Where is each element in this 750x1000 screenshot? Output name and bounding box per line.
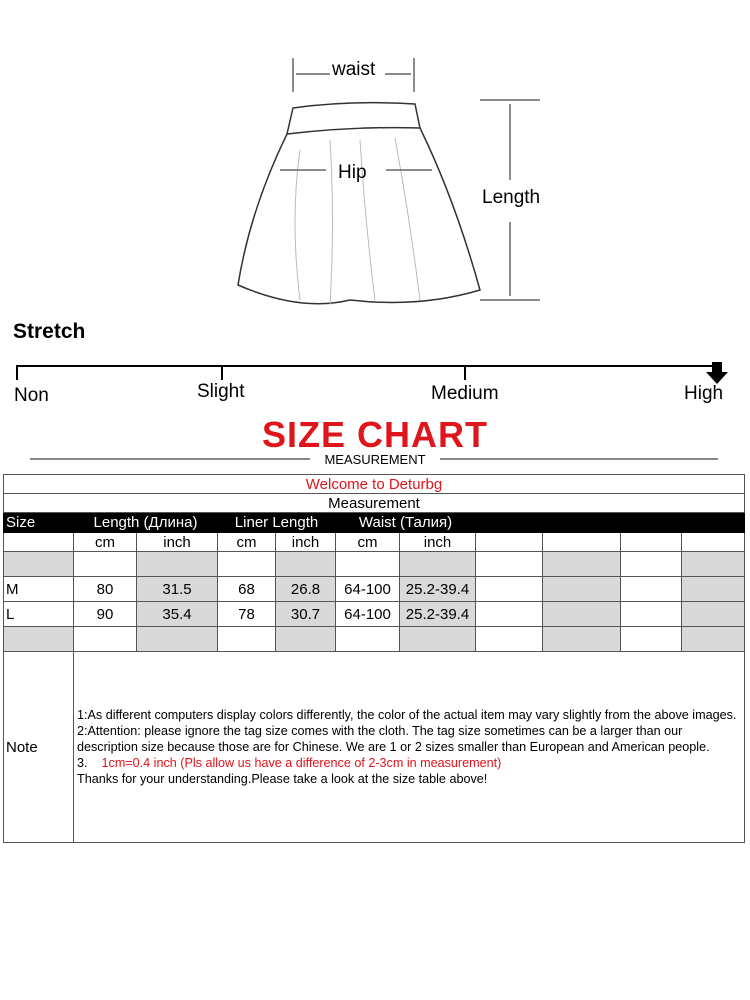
cell xyxy=(335,551,400,577)
cell xyxy=(136,551,218,577)
cell xyxy=(542,601,621,627)
table-row-empty xyxy=(3,626,745,652)
hip-label: Hip xyxy=(338,162,367,183)
table-row-empty xyxy=(3,551,745,577)
note-3-conversion: 1cm=0.4 inch (Pls allow us have a differ… xyxy=(101,756,502,770)
value-cell: 64-100 xyxy=(335,601,400,627)
header-size: Size xyxy=(3,512,74,533)
note-row: Note 1:As different computers display co… xyxy=(3,651,745,843)
tick-medium xyxy=(464,366,466,380)
header-row: Size Length (Длина) Liner Length Waist (… xyxy=(3,512,745,533)
cell xyxy=(275,626,336,652)
cell xyxy=(3,532,74,552)
cell xyxy=(217,551,276,577)
cell xyxy=(620,576,682,602)
welcome-row: Welcome to Deturbg xyxy=(3,474,745,494)
stretch-scale-line xyxy=(16,365,720,367)
value-cell: 25.2-39.4 xyxy=(399,576,476,602)
value-cell: 80 xyxy=(73,576,137,602)
cell xyxy=(542,551,621,577)
unit-cell: inch xyxy=(399,532,476,552)
stretch-level-non: Non xyxy=(14,385,49,406)
cell xyxy=(475,532,543,552)
header-length: Length (Длина) xyxy=(73,512,218,533)
value-cell: 26.8 xyxy=(275,576,336,602)
stretch-title: Stretch xyxy=(13,320,86,343)
cell xyxy=(542,532,621,552)
cell xyxy=(681,576,745,602)
stretch-level-medium: Medium xyxy=(431,383,499,404)
stretch-level-slight: Slight xyxy=(197,381,245,402)
cell xyxy=(275,551,336,577)
cell xyxy=(3,551,74,577)
note-3: 3. 1cm=0.4 inch (Pls allow us have a dif… xyxy=(77,755,742,771)
cell xyxy=(620,532,682,552)
skirt-diagram xyxy=(237,58,540,306)
size-chart-title: SIZE CHART xyxy=(262,414,488,455)
unit-cell: cm xyxy=(335,532,400,552)
cell xyxy=(3,626,74,652)
size-cell: L xyxy=(3,601,74,627)
skirt-body xyxy=(237,127,481,305)
value-cell: 78 xyxy=(217,601,276,627)
unit-cell: inch xyxy=(136,532,218,552)
size-table: Welcome to Deturbg Measurement Size Leng… xyxy=(3,474,745,843)
size-cell: M xyxy=(3,576,74,602)
units-row: cm inch cm inch cm inch xyxy=(3,532,745,552)
header-liner-length: Liner Length xyxy=(217,512,336,533)
cell xyxy=(399,626,476,652)
waist-label: waist xyxy=(332,59,376,80)
note-label: Note xyxy=(3,651,74,843)
cell xyxy=(475,576,543,602)
value-cell: 90 xyxy=(73,601,137,627)
cell xyxy=(136,626,218,652)
tick-slight xyxy=(221,366,223,380)
cell xyxy=(335,626,400,652)
cell xyxy=(475,551,543,577)
cell xyxy=(681,626,745,652)
tick-non xyxy=(16,366,18,380)
cell xyxy=(620,551,682,577)
value-cell: 68 xyxy=(217,576,276,602)
cell xyxy=(681,601,745,627)
skirt-waistband xyxy=(286,101,421,135)
value-cell: 35.4 xyxy=(136,601,218,627)
size-chart-subtitle: MEASUREMENT xyxy=(310,452,440,467)
cell xyxy=(681,532,745,552)
note-text: 1:As different computers display colors … xyxy=(73,651,745,843)
cell xyxy=(217,626,276,652)
cell xyxy=(620,626,682,652)
value-cell: 31.5 xyxy=(136,576,218,602)
unit-cell: inch xyxy=(275,532,336,552)
table-row-l: L 90 35.4 78 30.7 64-100 25.2-39.4 xyxy=(3,601,745,627)
note-thanks: Thanks for your understanding.Please tak… xyxy=(77,772,488,786)
stretch-marker-arrow-icon xyxy=(706,362,728,384)
cell xyxy=(681,551,745,577)
cell xyxy=(73,551,137,577)
header-empty xyxy=(475,512,745,533)
note-1: 1:As different computers display colors … xyxy=(77,708,737,722)
cell xyxy=(542,576,621,602)
cell xyxy=(399,551,476,577)
measurement-row: Measurement xyxy=(3,493,745,513)
header-waist: Waist (Талия) xyxy=(335,512,476,533)
cell xyxy=(620,601,682,627)
value-cell: 25.2-39.4 xyxy=(399,601,476,627)
cell xyxy=(542,626,621,652)
value-cell: 30.7 xyxy=(275,601,336,627)
unit-cell: cm xyxy=(73,532,137,552)
unit-cell: cm xyxy=(217,532,276,552)
cell xyxy=(73,626,137,652)
note-2: 2:Attention: please ignore the tag size … xyxy=(77,724,710,754)
cell xyxy=(475,601,543,627)
value-cell: 64-100 xyxy=(335,576,400,602)
cell xyxy=(475,626,543,652)
stretch-level-high: High xyxy=(684,383,724,404)
table-row-m: M 80 31.5 68 26.8 64-100 25.2-39.4 xyxy=(3,576,745,602)
note-3-number: 3. xyxy=(77,756,88,770)
length-label: Length xyxy=(482,187,541,208)
